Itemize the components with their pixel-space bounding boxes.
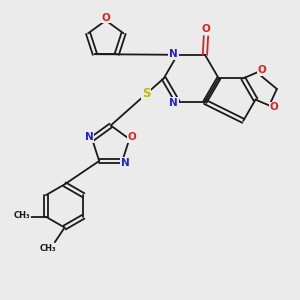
Text: N: N	[169, 98, 178, 108]
Text: O: O	[202, 24, 210, 34]
Text: S: S	[142, 87, 150, 100]
Text: O: O	[270, 103, 278, 112]
Text: CH₃: CH₃	[14, 211, 31, 220]
Text: O: O	[128, 132, 137, 142]
Text: N: N	[85, 132, 94, 142]
Text: N: N	[121, 158, 130, 168]
Text: N: N	[169, 49, 178, 59]
Text: O: O	[101, 13, 110, 22]
Text: O: O	[257, 65, 266, 76]
Text: CH₃: CH₃	[40, 244, 56, 253]
